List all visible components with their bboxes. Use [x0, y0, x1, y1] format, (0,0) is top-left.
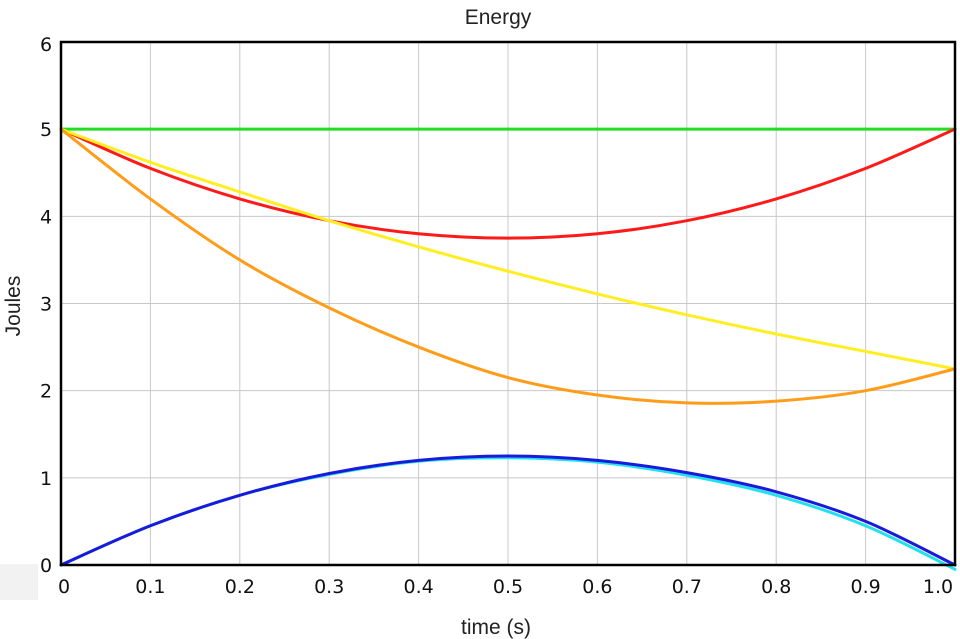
x-axis-label: time (s): [461, 616, 531, 639]
x-tick-label: 0.3: [314, 576, 344, 598]
x-tick-label: 0.4: [403, 576, 433, 598]
x-tick-label: 1.0: [923, 576, 953, 598]
y-tick-label: 3: [40, 294, 52, 316]
y-tick-label: 1: [40, 468, 52, 490]
x-tick-label: 0.9: [850, 576, 880, 598]
tick-labels: 0 0.1 0.2 0.3 0.4 0.5 0.6 0.7 0.8 0.9 1.0 0 1 2 3 4 5 6: [40, 34, 953, 598]
y-tick-label: 0: [40, 555, 52, 577]
y-tick-label: 6: [40, 34, 52, 56]
series-line-1: [59, 127, 957, 240]
x-tick-label: 0.7: [672, 576, 702, 598]
series-line-3: [59, 127, 957, 405]
y-tick-label: 4: [40, 206, 52, 228]
plot-frame: [59, 40, 957, 567]
series-line-4: [59, 454, 957, 567]
grid: [61, 42, 955, 565]
x-tick-label: 0.5: [493, 576, 523, 598]
y-tick-label: 2: [40, 381, 52, 403]
chart-title: Energy: [465, 6, 532, 29]
series-lines: [59, 127, 957, 571]
x-tick-label: 0.2: [225, 576, 255, 598]
y-axis-label: Joules: [2, 276, 25, 337]
y-tick-label: 5: [40, 119, 52, 141]
xlabel-band: [0, 600, 960, 639]
x-tick-label: 0: [58, 576, 70, 598]
x-tick-label: 0.8: [761, 576, 791, 598]
x-tick-label: 0.6: [582, 576, 612, 598]
series-line-2: [59, 127, 957, 371]
x-tick-label: 0.1: [135, 576, 165, 598]
